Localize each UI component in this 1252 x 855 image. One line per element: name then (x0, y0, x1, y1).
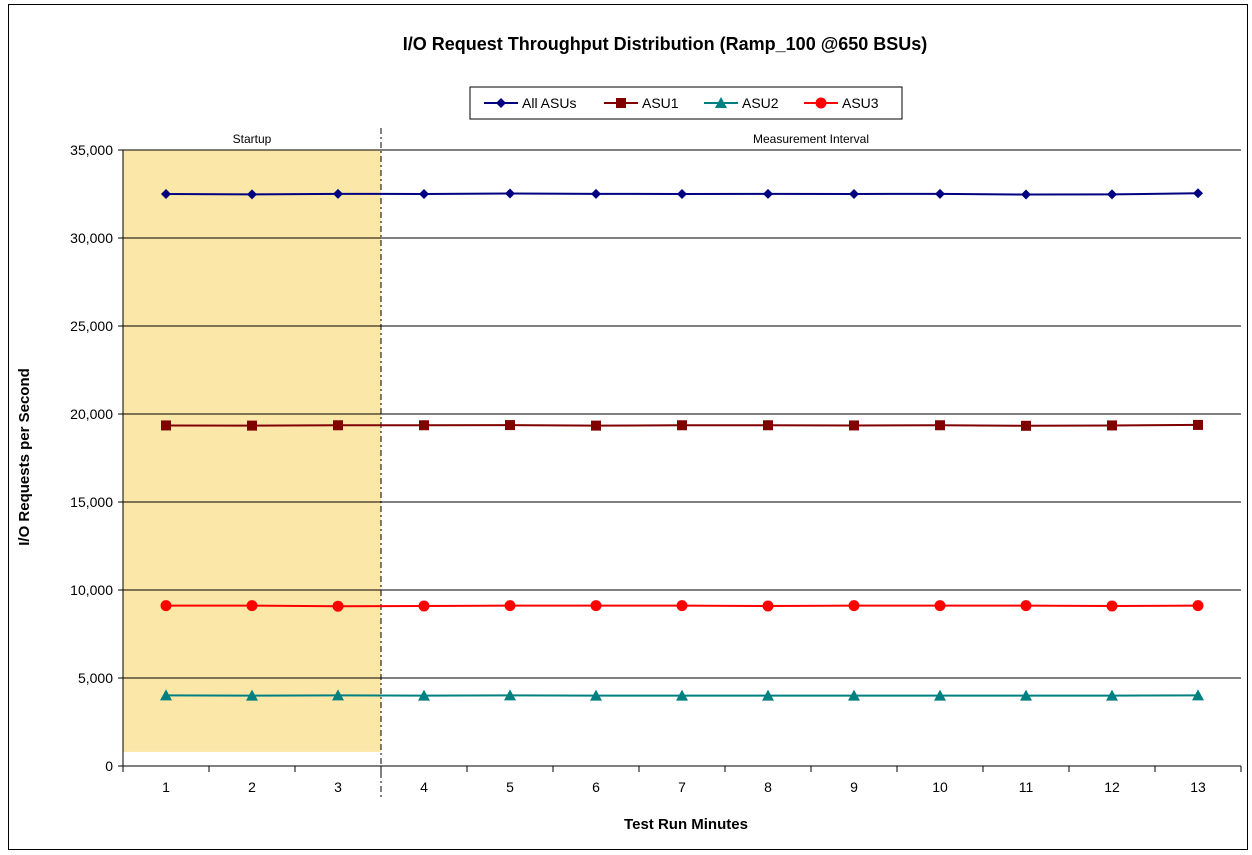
data-point-asu3 (246, 600, 258, 612)
data-point-all-asus (935, 188, 945, 199)
legend-label-asu2: ASU2 (742, 95, 779, 111)
y-tick-label: 30,000 (70, 230, 113, 246)
legend-label-asu1: ASU1 (642, 95, 679, 111)
x-tick-label: 5 (506, 779, 514, 795)
legend-marker-asu3 (815, 97, 827, 109)
data-point-asu1 (1107, 420, 1117, 431)
x-tick-label: 12 (1104, 779, 1120, 795)
x-tick-label: 4 (420, 779, 428, 795)
data-point-asu1 (505, 420, 515, 431)
startup-band (123, 150, 381, 752)
y-tick-label: 10,000 (70, 582, 113, 598)
data-point-asu1 (247, 420, 257, 431)
data-point-all-asus (763, 188, 773, 199)
data-point-asu3 (762, 600, 774, 612)
data-point-all-asus (1021, 189, 1031, 200)
x-tick-label: 8 (764, 779, 772, 795)
data-point-asu3 (848, 600, 860, 612)
data-point-asu1 (161, 420, 171, 431)
data-point-asu2 (676, 689, 688, 701)
data-point-asu2 (418, 689, 430, 701)
data-point-all-asus (1193, 188, 1203, 199)
data-point-asu1 (1021, 420, 1031, 431)
x-tick-label: 2 (248, 779, 256, 795)
data-point-asu2 (332, 689, 344, 701)
data-point-asu1 (935, 420, 945, 431)
data-point-asu1 (763, 420, 773, 431)
x-tick-label: 9 (850, 779, 858, 795)
y-tick-label: 0 (105, 758, 113, 774)
data-point-asu3 (504, 600, 516, 612)
data-point-all-asus (1107, 189, 1117, 200)
data-point-all-asus (419, 189, 429, 199)
legend-marker-asu2 (715, 97, 727, 108)
data-point-asu2 (1192, 689, 1204, 701)
y-tick-label: 35,000 (70, 142, 113, 158)
data-point-asu3 (590, 600, 602, 612)
data-point-asu1 (333, 420, 343, 431)
x-tick-label: 7 (678, 779, 686, 795)
data-point-asu3 (1106, 600, 1118, 612)
y-tick-label: 15,000 (70, 494, 113, 510)
y-tick-label: 25,000 (70, 318, 113, 334)
data-point-all-asus (161, 189, 171, 199)
data-point-asu3 (1192, 600, 1204, 612)
data-point-asu1 (419, 420, 429, 431)
data-point-all-asus (247, 189, 257, 200)
data-point-asu2 (1020, 689, 1032, 701)
y-axis-title: I/O Requests per Second (16, 368, 33, 546)
data-point-asu2 (1106, 689, 1118, 701)
data-point-asu2 (590, 689, 602, 701)
data-point-asu2 (504, 689, 516, 701)
legend-label-all-asus: All ASUs (522, 95, 576, 111)
data-point-asu2 (934, 689, 946, 701)
data-point-asu3 (160, 600, 172, 612)
x-tick-label: 3 (334, 779, 342, 795)
x-tick-label: 13 (1190, 779, 1206, 795)
data-point-asu3 (1020, 600, 1032, 612)
chart-title: I/O Request Throughput Distribution (Ram… (403, 34, 928, 54)
legend-marker-all-asus (496, 98, 506, 108)
legend-marker-asu1 (616, 98, 626, 108)
data-point-asu3 (676, 600, 688, 612)
data-point-asu2 (160, 689, 172, 701)
legend-label-asu3: ASU3 (842, 95, 879, 111)
data-point-all-asus (591, 188, 601, 199)
data-point-asu1 (591, 420, 601, 431)
x-tick-label: 10 (932, 779, 948, 795)
x-tick-label: 11 (1019, 779, 1034, 795)
data-point-all-asus (333, 188, 343, 199)
data-point-all-asus (849, 189, 859, 199)
data-point-asu2 (246, 689, 258, 701)
phase-label-measurement: Measurement Interval (753, 132, 869, 146)
data-point-asu3 (934, 600, 946, 612)
legend: All ASUs ASU1 ASU2 ASU3 (469, 86, 903, 120)
data-point-asu2 (762, 689, 774, 701)
x-axis-title: Test Run Minutes (624, 816, 748, 833)
data-point-asu1 (677, 420, 687, 431)
phase-label-startup: Startup (233, 132, 272, 146)
x-tick-label: 6 (592, 779, 600, 795)
data-point-asu1 (1193, 419, 1203, 430)
x-tick-label: 1 (162, 779, 170, 795)
data-point-all-asus (505, 188, 515, 199)
plot-area: 0 5,000 10,000 15,000 20,000 25,000 30,000 35,0… (70, 128, 1242, 800)
data-point-all-asus (677, 189, 687, 199)
data-point-asu3 (418, 600, 430, 612)
y-tick-label: 5,000 (78, 670, 113, 686)
data-point-asu3 (332, 600, 344, 612)
data-point-asu2 (848, 689, 860, 701)
data-point-asu1 (849, 420, 859, 431)
y-tick-label: 20,000 (70, 406, 113, 422)
